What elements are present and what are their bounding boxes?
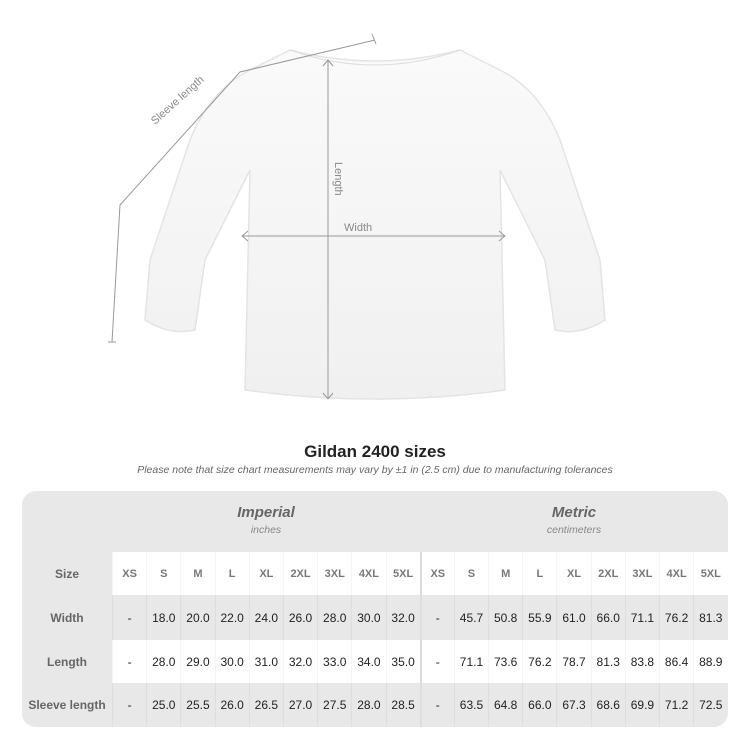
size-header-cell: S bbox=[453, 552, 488, 595]
value-cell: 55.9 bbox=[522, 595, 556, 640]
value-cell: 45.7 bbox=[453, 595, 488, 640]
value-cell: 33.0 bbox=[317, 640, 351, 683]
measurement-lines bbox=[108, 33, 506, 400]
table-row: Width -18.0 20.0 22.0 24.0 26.0 28.0 30.0 32.0-4… bbox=[22, 595, 728, 640]
size-table: Imperial inches Metric centimeters Size X… bbox=[22, 491, 728, 727]
row-label: Length bbox=[22, 640, 112, 683]
size-header-cell: 4XL bbox=[351, 552, 385, 595]
size-header-row: Size XS S M L XL 2XL 3XL 4XL 5XL XS S M L XL 2XL 3XL 4XL 5… bbox=[22, 552, 728, 595]
value-cell: 63.5 bbox=[453, 683, 488, 727]
value-cell: 20.0 bbox=[180, 595, 214, 640]
imperial-title: Imperial bbox=[237, 504, 295, 521]
value-cell: 27.0 bbox=[282, 683, 317, 727]
size-header-cell: 2XL bbox=[282, 552, 317, 595]
value-cell: 69.9 bbox=[624, 683, 659, 727]
size-header-cell: 4XL bbox=[659, 552, 693, 595]
length-label: Length bbox=[332, 162, 344, 196]
size-header-cell: 5XL bbox=[693, 552, 727, 595]
imperial-header: Imperial inches bbox=[112, 491, 420, 552]
size-header-cell: 2XL bbox=[590, 552, 625, 595]
value-cell: - bbox=[419, 595, 454, 640]
value-cell: - bbox=[112, 683, 146, 727]
row-label: Width bbox=[22, 595, 112, 640]
value-cell: 30.0 bbox=[351, 595, 385, 640]
metric-header: Metric centimeters bbox=[420, 491, 728, 552]
value-cell: 28.5 bbox=[385, 683, 420, 727]
size-header-cell: XS bbox=[419, 552, 454, 595]
value-cell: 71.1 bbox=[624, 595, 659, 640]
size-header-cell: 5XL bbox=[385, 552, 420, 595]
value-cell: 32.0 bbox=[282, 640, 317, 683]
value-cell: 72.5 bbox=[693, 683, 727, 727]
value-cell: 26.0 bbox=[214, 683, 249, 727]
value-cell: 66.0 bbox=[590, 595, 625, 640]
size-header-cell: L bbox=[522, 552, 556, 595]
table-row: Length -28.0 29.0 30.0 31.0 32.0 33.0 34.0 35.0-… bbox=[22, 640, 728, 683]
shirt-diagram: Sleeve length Length Width bbox=[108, 33, 606, 400]
value-cell: 27.5 bbox=[317, 683, 351, 727]
value-cell: 50.8 bbox=[488, 595, 522, 640]
imperial-unit: inches bbox=[250, 524, 282, 536]
value-cell: 81.3 bbox=[693, 595, 727, 640]
width-label: Width bbox=[344, 222, 372, 234]
value-cell: 28.0 bbox=[317, 595, 351, 640]
value-cell: - bbox=[112, 595, 146, 640]
value-cell: 26.5 bbox=[248, 683, 283, 727]
value-cell: 78.7 bbox=[556, 640, 590, 683]
value-cell: 28.0 bbox=[351, 683, 385, 727]
value-cell: 81.3 bbox=[590, 640, 625, 683]
value-cell: 64.8 bbox=[488, 683, 522, 727]
value-cell: 34.0 bbox=[351, 640, 385, 683]
value-cell: 88.9 bbox=[693, 640, 727, 683]
shirt-image bbox=[144, 49, 606, 400]
value-cell: 76.2 bbox=[522, 640, 556, 683]
size-header-cell: 3XL bbox=[624, 552, 659, 595]
size-header-cell: XL bbox=[248, 552, 283, 595]
value-cell: 24.0 bbox=[248, 595, 283, 640]
value-cell: 61.0 bbox=[556, 595, 590, 640]
value-cell: 71.2 bbox=[659, 683, 693, 727]
tolerance-note: Please note that size chart measurements… bbox=[137, 464, 613, 476]
value-cell: 26.0 bbox=[282, 595, 317, 640]
value-cell: 28.0 bbox=[146, 640, 180, 683]
value-cell: 73.6 bbox=[488, 640, 522, 683]
value-cell: - bbox=[112, 640, 146, 683]
value-cell: 31.0 bbox=[248, 640, 283, 683]
value-cell: 29.0 bbox=[180, 640, 214, 683]
value-cell: 71.1 bbox=[453, 640, 488, 683]
chart-title: Gildan 2400 sizes bbox=[304, 442, 446, 461]
size-header-cell: M bbox=[488, 552, 522, 595]
metric-title: Metric bbox=[551, 504, 597, 521]
value-cell: 66.0 bbox=[522, 683, 556, 727]
table-row: Sleeve length -25.0 25.5 26.0 26.5 27.0 27.5 28… bbox=[22, 683, 728, 727]
value-cell: 76.2 bbox=[659, 595, 693, 640]
value-cell: 32.0 bbox=[385, 595, 420, 640]
value-cell: 30.0 bbox=[214, 640, 249, 683]
size-header-cell: L bbox=[214, 552, 249, 595]
metric-unit: centimeters bbox=[546, 524, 602, 536]
value-cell: 83.8 bbox=[624, 640, 659, 683]
value-cell: 68.6 bbox=[590, 683, 625, 727]
size-header-cell: S bbox=[146, 552, 180, 595]
size-header-cell: M bbox=[180, 552, 214, 595]
size-header-cell: XL bbox=[556, 552, 590, 595]
value-cell: 18.0 bbox=[146, 595, 180, 640]
value-cell: 25.5 bbox=[180, 683, 214, 727]
value-cell: - bbox=[419, 640, 454, 683]
value-cell: - bbox=[419, 683, 454, 727]
row-label: Size bbox=[22, 552, 112, 595]
value-cell: 35.0 bbox=[385, 640, 420, 683]
row-label: Sleeve length bbox=[22, 683, 112, 727]
value-cell: 22.0 bbox=[214, 595, 249, 640]
size-header-cell: XS bbox=[112, 552, 146, 595]
value-cell: 67.3 bbox=[556, 683, 590, 727]
size-header-cell: 3XL bbox=[317, 552, 351, 595]
value-cell: 86.4 bbox=[659, 640, 693, 683]
value-cell: 25.0 bbox=[146, 683, 180, 727]
